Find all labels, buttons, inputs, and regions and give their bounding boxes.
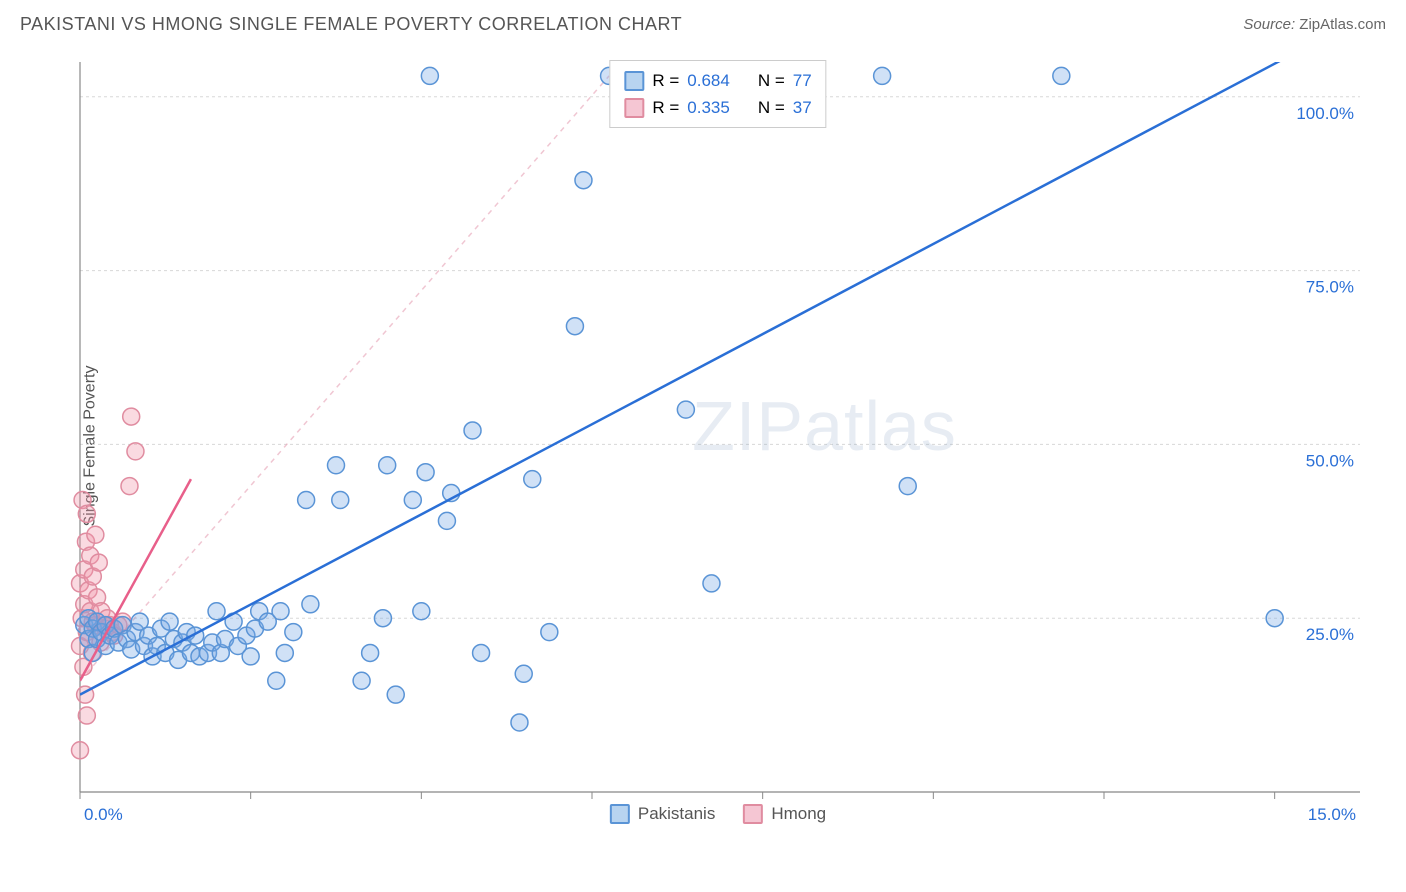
legend-item-series1: Pakistanis — [610, 804, 715, 824]
legend-stats-row-1: R = 0.684 N = 77 — [624, 67, 811, 94]
svg-text:75.0%: 75.0% — [1306, 278, 1354, 297]
svg-text:15.0%: 15.0% — [1308, 805, 1356, 824]
scatter-chart-svg: 25.0% 50.0% 75.0% 100.0% 0.0% 15.0% — [52, 52, 1384, 832]
stat-n-value-2: 37 — [793, 94, 812, 121]
source-label: Source: — [1243, 16, 1295, 33]
stat-n-value-1: 77 — [793, 67, 812, 94]
svg-text:100.0%: 100.0% — [1296, 104, 1354, 123]
legend-stats-row-2: R = 0.335 N = 37 — [624, 94, 811, 121]
svg-text:50.0%: 50.0% — [1306, 451, 1354, 470]
legend-swatch-series1 — [624, 71, 644, 91]
chart-title: PAKISTANI VS HMONG SINGLE FEMALE POVERTY… — [20, 14, 682, 35]
header: PAKISTANI VS HMONG SINGLE FEMALE POVERTY… — [0, 0, 1406, 48]
stat-n-label-1: N = — [758, 67, 785, 94]
legend-swatch-series2-bottom — [743, 804, 763, 824]
stat-r-value-2: 0.335 — [687, 94, 730, 121]
chart-area: 25.0%50.0%75.0%100.0%0.0%15.0% ZIPatlas … — [52, 52, 1384, 832]
stat-r-value-1: 0.684 — [687, 67, 730, 94]
legend-label-series1: Pakistanis — [638, 804, 715, 824]
source-value: ZipAtlas.com — [1299, 16, 1386, 33]
source-attribution: Source: ZipAtlas.com — [1243, 16, 1386, 33]
legend-label-series2: Hmong — [771, 804, 826, 824]
legend-series: Pakistanis Hmong — [610, 804, 826, 824]
svg-text:25.0%: 25.0% — [1306, 625, 1354, 644]
stat-n-label-2: N = — [758, 94, 785, 121]
legend-item-series2: Hmong — [743, 804, 826, 824]
svg-text:0.0%: 0.0% — [84, 805, 123, 824]
legend-swatch-series1-bottom — [610, 804, 630, 824]
stat-r-label-1: R = — [652, 67, 679, 94]
legend-stats: R = 0.684 N = 77 R = 0.335 N = 37 — [609, 60, 826, 128]
stat-r-label-2: R = — [652, 94, 679, 121]
legend-swatch-series2 — [624, 98, 644, 118]
